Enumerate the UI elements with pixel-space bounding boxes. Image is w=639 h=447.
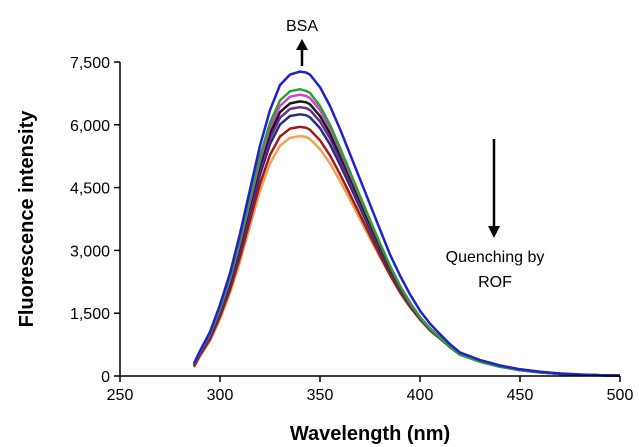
bsa-arrow-head [296, 39, 308, 50]
y-tick-label: 6,000 [70, 118, 110, 135]
y-tick-label: 3,000 [70, 243, 110, 260]
series-line-1 [192, 70, 621, 377]
y-tick-label: 1,500 [70, 306, 110, 323]
bsa-label: BSA [286, 18, 318, 35]
x-tick-label: 500 [607, 387, 634, 404]
y-tick-label: 7,500 [70, 55, 110, 72]
y-tick-label: 4,500 [70, 181, 110, 198]
series-line-3 [192, 93, 621, 377]
series-layer [192, 70, 621, 377]
quench-label-line1: Quenching by [446, 249, 545, 266]
series-line-4 [192, 100, 621, 377]
y-ticks: 0 1,500 3,000 4,500 6,000 7,500 [70, 55, 120, 386]
x-tick-label: 250 [107, 387, 134, 404]
x-tick-label: 400 [407, 387, 434, 404]
y-tick-label: 0 [101, 369, 110, 386]
quench-label-line2: ROF [478, 274, 512, 291]
x-tick-label: 350 [307, 387, 334, 404]
quench-arrow-head [488, 226, 500, 238]
x-tick-label: 450 [507, 387, 534, 404]
series-line-5 [192, 105, 621, 377]
x-axis-title: Wavelength (nm) [290, 423, 450, 445]
x-tick-label: 300 [207, 387, 234, 404]
y-axis-title: Fluorescence intensity [16, 110, 38, 328]
x-ticks: 250 300 350 400 450 500 [107, 376, 634, 404]
series-line-2 [192, 87, 621, 377]
